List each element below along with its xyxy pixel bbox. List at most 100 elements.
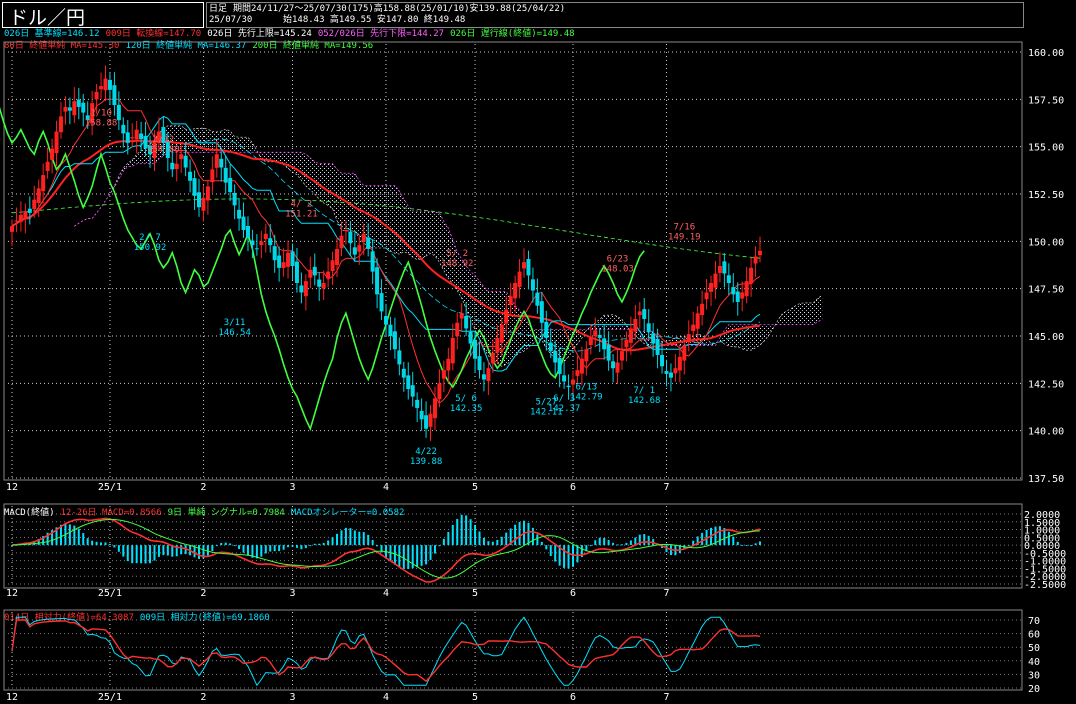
macd-histogram-bar — [153, 545, 156, 561]
macd-histogram-bar — [42, 536, 45, 546]
macd-histogram-bar — [220, 542, 223, 546]
macd-histogram-bar — [287, 545, 290, 548]
x-tick-label: 5 — [472, 482, 478, 493]
macd-histogram-bar — [300, 545, 303, 550]
candle-body — [642, 309, 647, 319]
macd-histogram-bar — [353, 530, 356, 546]
macd-histogram-bar — [211, 545, 214, 552]
candle-body — [468, 331, 473, 344]
macd-histogram-bar — [358, 531, 361, 546]
cloud-area — [74, 125, 823, 367]
price-annotation-date: 5/ 6 — [455, 394, 477, 404]
candle-body — [655, 338, 660, 355]
candle-body — [628, 328, 633, 343]
macd-line — [11, 517, 761, 583]
candle-body — [23, 211, 28, 220]
candle-body — [268, 238, 273, 246]
panel-frame — [3, 41, 1023, 481]
x-tick-label: 12 — [6, 588, 18, 599]
candle-body — [210, 169, 215, 183]
x-tick-label: 25/1 — [98, 692, 122, 703]
indicator-legend-2: 80日 終値単純 MA=145.30 120日 終値単純 MA=146.37 200… — [4, 41, 379, 52]
candle-body — [232, 192, 237, 206]
candle-body — [143, 135, 148, 149]
macd-histogram-bar — [282, 545, 285, 550]
ohlc-info: 始148.43 高149.55 安147.80 終149.48 — [283, 15, 466, 25]
y-tick-label: 155.00 — [1028, 143, 1064, 154]
candle-body — [245, 225, 250, 238]
candle-body — [424, 415, 429, 429]
macd-histogram-bar — [336, 533, 339, 546]
macd-histogram-bar — [175, 545, 178, 557]
candle-body — [170, 162, 175, 170]
candle-body — [633, 318, 638, 332]
candle-body — [495, 337, 500, 353]
candle-body — [588, 337, 593, 346]
candle-body — [673, 368, 678, 374]
instrument-title: ドル／円 — [9, 7, 86, 29]
candle-body — [415, 399, 420, 408]
candle-body — [392, 331, 397, 350]
tenkan-line — [11, 98, 761, 404]
macd-histogram-bar — [327, 540, 330, 546]
candle-body — [125, 132, 130, 143]
candle-body — [112, 85, 117, 106]
macd-histogram-bar — [117, 545, 120, 552]
candle-body — [464, 316, 469, 329]
legend-entry: 009日 相対力(終値)=69.1860 — [139, 613, 270, 623]
candle-body — [557, 357, 562, 374]
ichimoku-cloud — [74, 125, 823, 367]
candle-body — [121, 124, 126, 134]
macd-histogram-bar — [545, 545, 548, 550]
macd-histogram-bar — [420, 545, 423, 566]
candle-body — [477, 356, 482, 371]
macd-histogram-bar — [540, 541, 543, 546]
price-annotation-date: 2/ 7 — [139, 233, 161, 243]
price-annotation-value: 150.92 — [134, 243, 167, 253]
macd-histogram-bar — [77, 528, 80, 546]
price-annotation-value: 158.88 — [85, 119, 118, 129]
x-tick-label: 2 — [200, 692, 206, 703]
macd-histogram-bar — [291, 545, 294, 547]
macd-histogram-bar — [554, 545, 557, 562]
title-box: ドル／円 — [2, 2, 204, 29]
macd-histogram-bar — [701, 532, 704, 546]
macd-histogram-bar — [567, 545, 570, 569]
candle-body — [286, 252, 291, 267]
candle-body — [637, 311, 642, 316]
price-annotation-date: 4/ 2 — [291, 200, 313, 210]
macd-histogram-bar — [505, 532, 508, 546]
macd-histogram-bar — [389, 545, 392, 562]
macd-histogram-bar — [322, 542, 325, 546]
period-type: 日足 — [209, 4, 228, 14]
candle-body — [330, 260, 335, 272]
candle-body — [237, 209, 242, 219]
candle-body — [308, 269, 313, 278]
macd-histogram-bar — [509, 528, 512, 546]
x-tick-label: 12 — [6, 692, 18, 703]
price-annotation-date: 5/27 — [535, 398, 557, 408]
macd-histogram-bar — [629, 540, 632, 546]
macd-histogram-bar — [318, 543, 321, 546]
x-tick-label: 25/1 — [98, 588, 122, 599]
panel-frame — [3, 609, 1023, 691]
candle-body — [317, 279, 322, 287]
price-annotation-value: 148.03 — [601, 265, 634, 275]
price-annotation-value: 142.37 — [548, 404, 581, 414]
macd-histogram-bar — [380, 545, 383, 553]
macd-histogram-bar — [456, 518, 459, 546]
x-tick-label: 4 — [383, 588, 389, 599]
price-annotation-value: 142.79 — [570, 392, 603, 402]
macd-histogram-bar — [741, 544, 744, 546]
candle-body — [722, 261, 727, 274]
macd-histogram-bar — [37, 538, 40, 546]
price-annotation-value: 146.54 — [218, 328, 251, 338]
macd-histogram-bar — [264, 545, 267, 554]
candle-body — [54, 131, 59, 154]
price-annotation-date: 3/11 — [224, 318, 246, 328]
macd-histogram-bar — [678, 545, 681, 554]
macd-histogram-bar — [643, 534, 646, 546]
macd-histogram-bar — [206, 545, 209, 556]
x-tick-label: 12 — [6, 482, 18, 493]
